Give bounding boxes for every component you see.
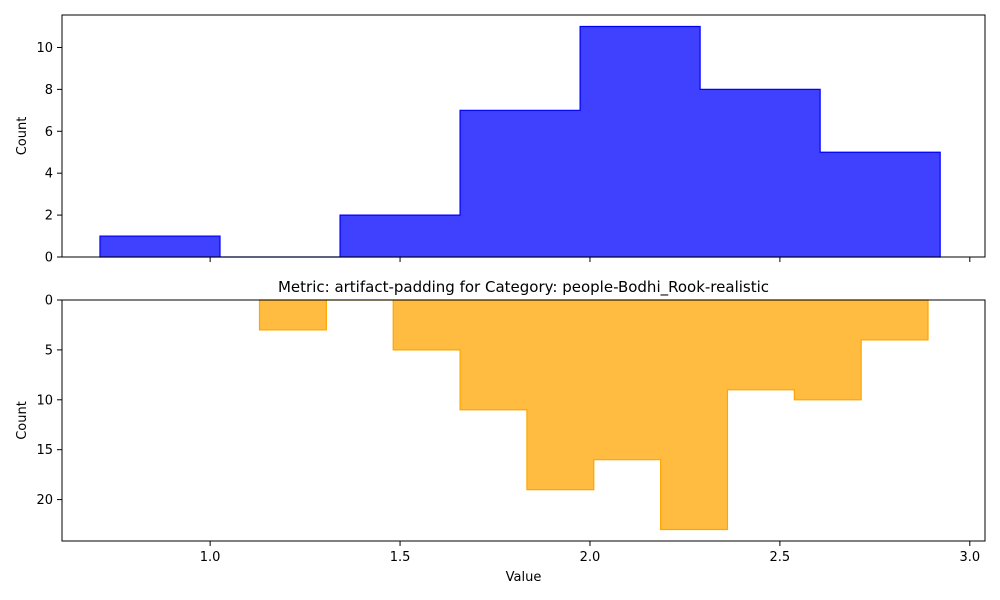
y-axis-label: Count [15,401,30,440]
chart-title: Metric: artifact-padding for Category: p… [278,278,769,297]
y-tick-label: 6 [45,125,53,140]
y-tick-label: 8 [45,83,53,98]
histogram-step-area [258,299,929,531]
y-axis-label: Count [15,117,30,156]
y-tick-label: 4 [45,167,53,182]
histogram-step-area [99,25,941,258]
x-tick-label: 2.0 [580,550,601,565]
y-tick-label: 0 [45,294,53,309]
axes-frame [61,14,986,258]
y-tick-label: 5 [45,343,53,358]
x-tick-label: 2.5 [770,550,791,565]
bottom-histogram-panel: 0 5 10 15 20 1.0 1.5 2.0 2.5 3.0 Count Value Metric:… [15,278,986,585]
y-tick-label: 10 [36,393,53,408]
y-tick-label: 20 [36,493,53,508]
x-axis-label: Value [506,570,542,585]
top-histogram-panel: 0 2 4 6 8 10 Count [15,14,986,266]
y-tick-label: 2 [45,209,53,224]
x-tick-label: 3.0 [959,550,980,565]
y-tick-label: 15 [36,443,53,458]
x-tick-label: 1.0 [200,550,221,565]
x-tick-label: 1.5 [390,550,411,565]
y-tick-label: 0 [45,251,53,266]
y-tick-label: 10 [36,41,53,56]
axes-frame [61,299,986,542]
